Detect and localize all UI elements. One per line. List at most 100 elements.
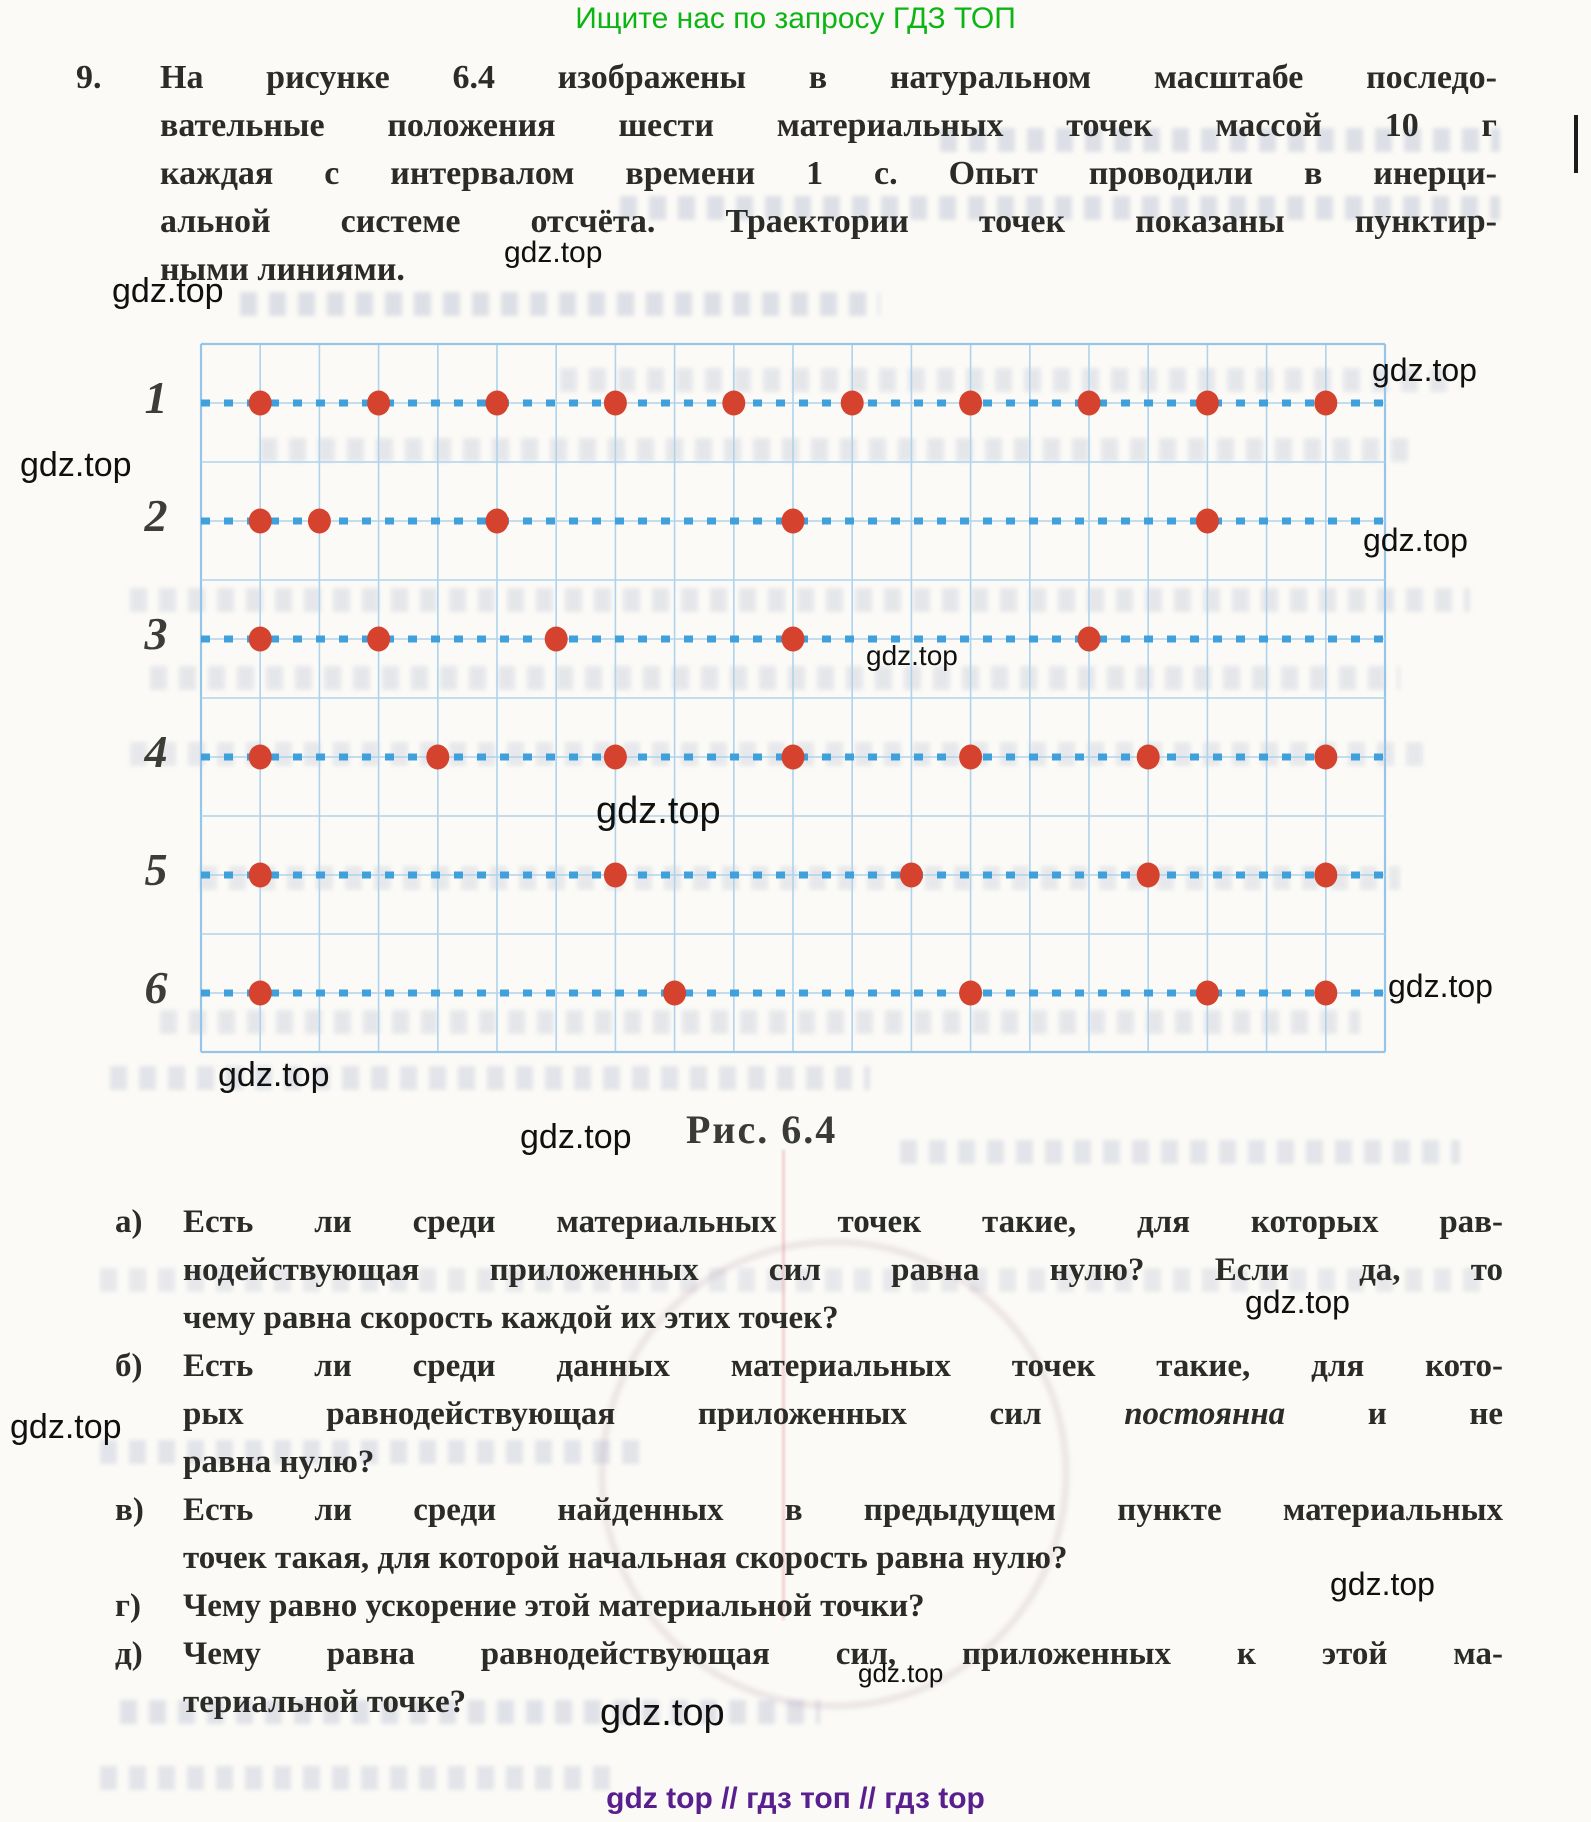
material-point-dot: [1314, 862, 1338, 888]
gdz-watermark: gdz.top: [858, 1658, 944, 1688]
problem-stem: 9. На рисунке 6.4 изображены в натурально…: [76, 54, 1497, 294]
question-text: чему равна скорость каждой их этих точек…: [183, 1300, 839, 1336]
bleed-through-line: [240, 292, 880, 316]
question-text: Есть ли среди данных материальных точек …: [183, 1348, 1503, 1384]
stem-text: вательные положения шести материальных т…: [160, 107, 1497, 144]
material-point-dot: [959, 390, 983, 416]
stem-line: каждая с интервалом времени 1 с. Опыт пр…: [76, 150, 1497, 198]
question-text: Есть ли среди найденных в предыдущем пун…: [183, 1492, 1503, 1528]
material-point-dot: [307, 508, 331, 534]
question-text: Чему равно ускорение этой материальной т…: [183, 1588, 925, 1624]
stem-text: ными линиями.: [160, 251, 405, 288]
material-point-dot: [603, 390, 627, 416]
question-label: д): [115, 1636, 143, 1672]
material-point-dot: [248, 508, 272, 534]
material-point-dot: [1314, 980, 1338, 1006]
material-point-dot: [781, 626, 805, 652]
material-point-dot: [248, 390, 272, 416]
promo-header: Ищите нас по запросу ГДЗ ТОП: [575, 2, 1016, 35]
question-text: Есть ли среди материальных точек такие, …: [183, 1204, 1503, 1240]
material-point-dot: [603, 744, 627, 770]
material-point-dot: [1195, 980, 1219, 1006]
material-point-dot: [248, 980, 272, 1006]
gdz-watermark: gdz.top: [20, 446, 132, 484]
stem-label: 9.: [76, 59, 102, 96]
material-point-dot: [959, 980, 983, 1006]
stem-line: вательные положения шести материальных т…: [76, 102, 1497, 150]
gdz-watermark: gdz.top: [10, 1408, 122, 1446]
question-line: рых равнодействующая приложенных сил пос…: [115, 1390, 1503, 1438]
stem-line: ными линиями.: [76, 246, 1497, 294]
material-point-dot: [1314, 390, 1338, 416]
material-point-dot: [1195, 508, 1219, 534]
material-point-dot: [367, 390, 391, 416]
question-text: Чему равна равнодействующая сил, приложе…: [183, 1636, 1503, 1672]
material-point-dot: [663, 980, 687, 1006]
material-point-dot: [1136, 744, 1160, 770]
material-point-dot: [603, 862, 627, 888]
scan-edge-mark: [1574, 115, 1578, 173]
material-point-dot: [248, 626, 272, 652]
stem-line: альной системе отсчёта. Траектории точек…: [76, 198, 1497, 246]
material-point-dot: [248, 862, 272, 888]
question-line: териальной точке?: [115, 1678, 1503, 1726]
track-number-label: 4: [144, 726, 168, 777]
question-label: в): [115, 1492, 144, 1528]
material-point-dot: [840, 390, 864, 416]
material-point-dot: [781, 744, 805, 770]
italic-word: постоянна: [1124, 1396, 1286, 1432]
question-text: точек такая, для которой начальная скоро…: [183, 1540, 1068, 1576]
gdz-watermark: gdz.top: [520, 1118, 632, 1156]
question-line: а) Есть ли среди материальных точек такие…: [115, 1198, 1503, 1246]
stem-text: На рисунке 6.4 изображены в натуральном …: [160, 59, 1497, 96]
stem-text: каждая с интервалом времени 1 с. Опыт пр…: [160, 155, 1497, 192]
question-line: точек такая, для которой начальная скоро…: [115, 1534, 1503, 1582]
question-line: равна нулю?: [115, 1438, 1503, 1486]
material-point-dot: [426, 744, 450, 770]
gdz-watermark: gdz.top: [596, 790, 721, 832]
gdz-watermark: gdz.top: [1363, 522, 1468, 558]
text-segment: рых равнодействующая приложенных сил: [183, 1396, 1125, 1432]
track-number-label: 3: [144, 608, 168, 659]
question-line: чему равна скорость каждой их этих точек…: [115, 1294, 1503, 1342]
track-number-label: 1: [144, 372, 168, 423]
gdz-watermark: gdz.top: [1245, 1284, 1350, 1320]
question-list: а) Есть ли среди материальных точек такие…: [115, 1198, 1503, 1726]
figure-caption: Рис. 6.4: [686, 1107, 838, 1152]
gdz-watermark: gdz.top: [1372, 352, 1477, 388]
bleed-through-line: [900, 1140, 1460, 1164]
material-point-dot: [544, 626, 568, 652]
figure-6-4-grid: [199, 342, 1387, 1054]
stem-text: альной системе отсчёта. Траектории точек…: [160, 203, 1497, 240]
material-point-dot: [1136, 862, 1160, 888]
gdz-watermark: gdz.top: [866, 640, 958, 671]
question-text: рых равнодействующая приложенных сил пос…: [183, 1390, 1503, 1438]
question-label: б): [115, 1348, 143, 1384]
question-text: нодействующая приложенных сил равна нулю…: [183, 1252, 1503, 1288]
question-line: б) Есть ли среди данных материальных точе…: [115, 1342, 1503, 1390]
gdz-watermark: gdz.top: [504, 236, 603, 269]
gdz-watermark: gdz.top: [600, 1692, 725, 1734]
material-point-dot: [781, 508, 805, 534]
gdz-watermark: gdz.top: [218, 1056, 330, 1094]
question-label: г): [115, 1588, 141, 1624]
text-segment: и не: [1285, 1396, 1503, 1432]
question-text: равна нулю?: [183, 1444, 375, 1480]
question-line: нодействующая приложенных сил равна нулю…: [115, 1246, 1503, 1294]
gdz-watermark: gdz.top: [1330, 1566, 1435, 1602]
material-point-dot: [722, 390, 746, 416]
material-point-dot: [1077, 626, 1101, 652]
material-point-dot: [959, 744, 983, 770]
track-number-label: 5: [144, 844, 168, 895]
stem-line: 9. На рисунке 6.4 изображены в натурально…: [76, 54, 1497, 102]
material-point-dot: [1314, 744, 1338, 770]
material-point-dot: [1195, 390, 1219, 416]
gdz-watermark: gdz.top: [1388, 968, 1493, 1004]
question-line: д) Чему равна равнодействующая сил, прило…: [115, 1630, 1503, 1678]
material-point-dot: [367, 626, 391, 652]
footer-watermark: gdz top // гдз топ // гдз top: [606, 1782, 985, 1815]
material-point-dot: [485, 390, 509, 416]
material-point-dot: [248, 744, 272, 770]
question-label: а): [115, 1204, 143, 1240]
